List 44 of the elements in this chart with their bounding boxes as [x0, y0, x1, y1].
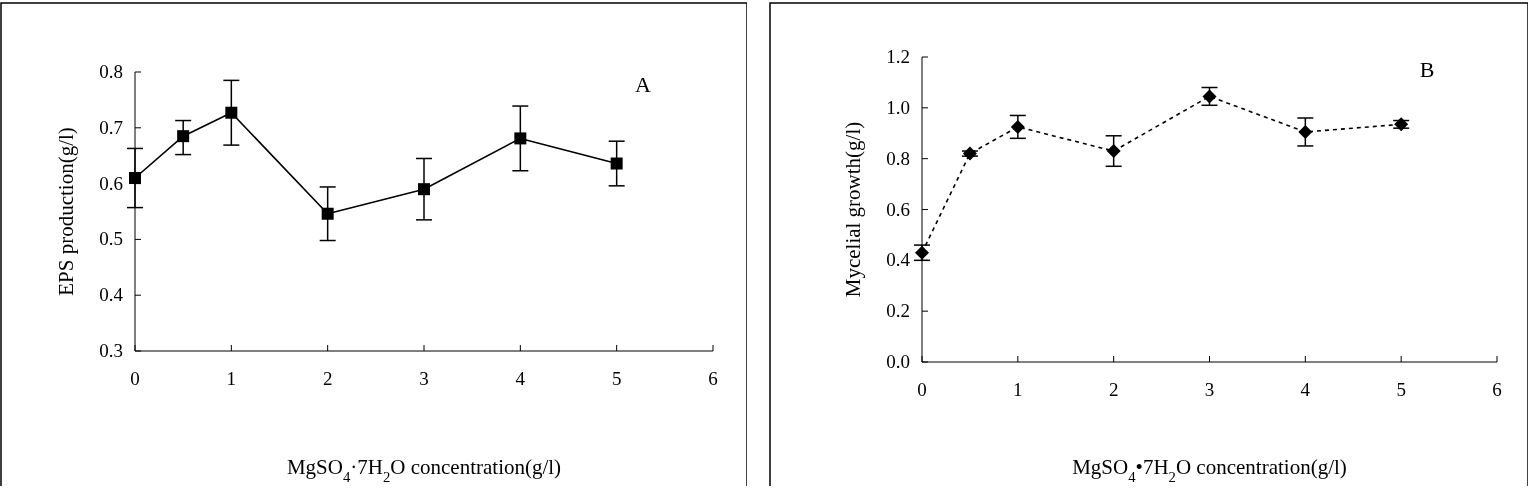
y-tick-label: 0.3	[99, 340, 123, 361]
y-tick-label: 1.0	[886, 96, 911, 118]
point	[514, 132, 527, 145]
point	[610, 157, 623, 170]
annotation: A	[635, 72, 652, 97]
x-axis-title: MgSO$_{4}$·7H$_{2}$O concentration(g/l)	[286, 455, 562, 485]
y-tick-label: 0.4	[886, 249, 911, 271]
x-tick-label: 1	[226, 368, 237, 389]
y-tick-label: 0.5	[99, 228, 123, 250]
y-tick-label: 1.2	[886, 46, 911, 67]
annotation: B	[1419, 57, 1435, 82]
x-tick-label: 0	[130, 368, 140, 389]
x-tick-label: 2	[322, 368, 333, 389]
x-tick-label: 3	[419, 368, 429, 389]
point	[962, 146, 977, 161]
x-tick-label: 6	[708, 368, 718, 389]
x-tick-label: 0	[917, 379, 927, 400]
y-tick-label: 0.6	[886, 198, 911, 220]
x-tick-label: 3	[1204, 379, 1215, 400]
y-tick-label: 0.4	[99, 284, 124, 306]
point	[1298, 124, 1313, 139]
point	[418, 183, 430, 196]
y-tick-label: 0.8	[886, 147, 911, 169]
point	[321, 207, 334, 220]
x-tick-label: 2	[1108, 379, 1119, 400]
point	[1106, 144, 1121, 159]
y-tick-label: 0.0	[886, 351, 911, 372]
point	[129, 172, 141, 185]
y-tick-label: 0.2	[886, 300, 911, 322]
point	[1010, 119, 1025, 134]
y-axis-title: Mycelial growth(g/l)	[841, 121, 866, 298]
x-tick-label: 4	[1300, 379, 1311, 400]
y-tick-label: 0.7	[99, 116, 123, 138]
y-tick-label: 0.6	[99, 172, 123, 194]
x-axis-title: MgSO$_{4}$•7H$_{2}$O concentration(g/l)	[1072, 455, 1347, 485]
point	[177, 130, 190, 143]
x-tick-label: 4	[515, 368, 526, 389]
y-axis-title: EPS production(g/l)	[54, 127, 78, 296]
y-tick-label: 0.8	[99, 61, 123, 82]
x-tick-label: 6	[1492, 379, 1502, 400]
x-tick-label: 1	[1013, 379, 1023, 400]
x-tick-label: 5	[611, 368, 622, 389]
point	[225, 106, 238, 119]
x-tick-label: 5	[1396, 379, 1406, 400]
